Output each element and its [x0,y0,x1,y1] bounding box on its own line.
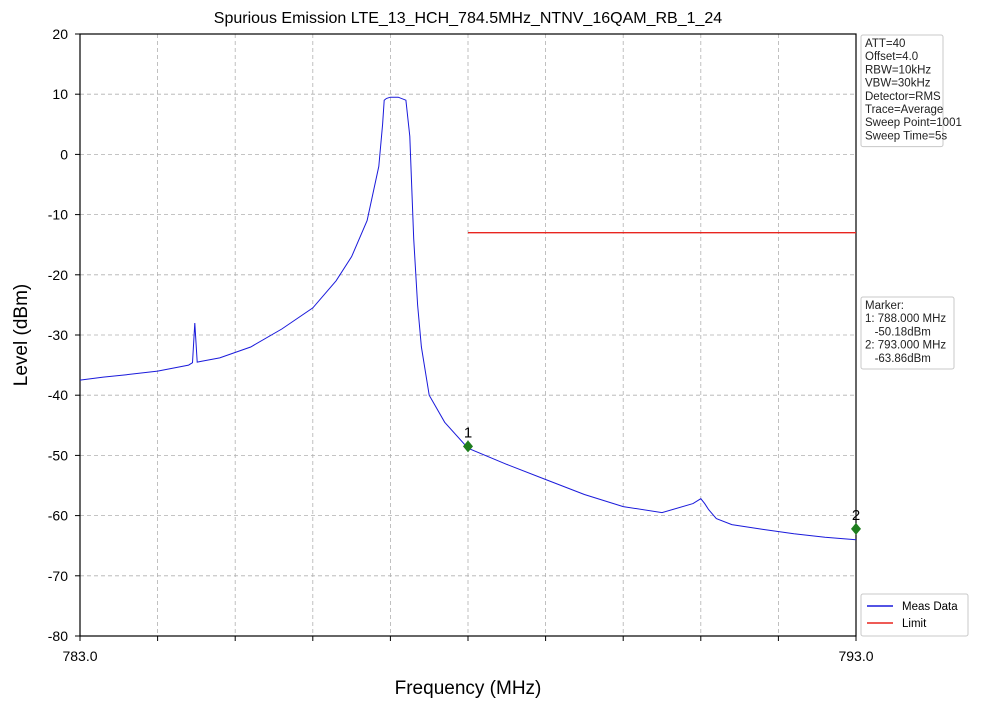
marker-box-line: -50.18dBm [865,326,931,338]
marker-box-line: Marker: [865,300,904,312]
y-tick-label: -40 [48,387,68,403]
y-tick-label: -80 [48,628,68,644]
plot-frame [79,33,857,637]
info-box-line: ATT=40 [865,38,905,50]
y-tick-label: -30 [48,327,68,343]
info-box-line: Detector=RMS [865,91,941,103]
legend-label: Limit [902,618,927,630]
marker-readout-box: Marker:1: 788.000 MHz -50.18dBm 2: 793.00… [860,296,955,370]
legend-label: Meas Data [902,601,958,613]
marker-1-point [463,440,473,453]
y-axis-title: Level (dBm) [11,284,32,386]
marker-box-frame [860,296,955,370]
y-tick-label: -10 [48,207,68,223]
info-box-line: Sweep Point=1001 [865,117,962,129]
marker-layer: 12 [463,424,861,535]
axes: 20 10 0 -10 -20 -30 -40 -50 -60 -70 -80 783.0 793.0 [48,26,874,664]
info-box-line: Offset=4.0 [865,51,918,63]
series-line-meas-data [79,96,857,541]
marker-1-label: 1 [464,424,472,441]
x-tick-label: 793.0 [838,648,873,664]
info-box-line: VBW=30kHz [865,78,931,90]
marker-box-line: 2: 793.000 MHz [865,340,946,352]
chart-title: Spurious Emission LTE_13_HCH_784.5MHz_NT… [214,10,722,27]
info-box-frame [860,34,944,148]
grid [79,33,857,637]
legend: Meas Data Limit [860,593,969,637]
info-box-line: Trace=Average [865,104,943,116]
marker-box-line: -63.86dBm [865,353,931,365]
y-tick-label: -60 [48,508,68,524]
y-tick-label: -70 [48,568,68,584]
y-tick-label: 20 [52,26,68,42]
x-tick-label: 783.0 [62,648,97,664]
marker-2-label: 2 [852,507,860,524]
legend-frame [860,593,969,637]
y-tick-label: 10 [52,86,68,102]
series-layer [79,96,857,541]
info-box-line: Sweep Time=5s [865,130,947,142]
marker-2-point [851,522,861,535]
y-tick-label: 0 [60,146,68,162]
marker-box-line: 1: 788.000 MHz [865,313,946,325]
info-box-line: RBW=10kHz [865,64,931,76]
x-axis-title: Frequency (MHz) [395,678,542,699]
y-tick-label: -20 [48,267,68,283]
y-tick-label: -50 [48,447,68,463]
